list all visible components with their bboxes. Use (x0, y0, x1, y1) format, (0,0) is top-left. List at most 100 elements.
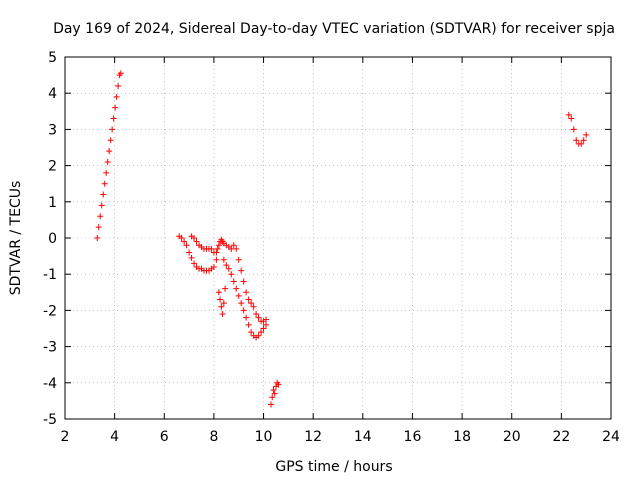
data-point (191, 235, 198, 241)
y-tick-label: 4 (48, 86, 57, 102)
data-point (271, 390, 278, 397)
data-point (110, 115, 117, 122)
y-tick-label: -1 (43, 267, 57, 283)
x-tick-label: 10 (255, 429, 273, 445)
grid (65, 57, 611, 419)
data-point (258, 329, 265, 336)
x-tick-label: 16 (404, 429, 422, 445)
data-point (245, 296, 252, 303)
data-point (100, 191, 107, 198)
data-point (235, 292, 242, 299)
data-point (223, 262, 230, 269)
data-point (210, 263, 217, 270)
data-point (243, 314, 250, 321)
data-point (112, 104, 119, 111)
y-tick-label: 0 (48, 231, 57, 247)
data-point (113, 93, 120, 100)
data-point (104, 158, 111, 165)
data-point (275, 381, 282, 388)
data-point (101, 180, 108, 187)
x-tick-label: 2 (61, 429, 70, 445)
data-point (219, 311, 226, 318)
data-point (570, 126, 577, 133)
y-tick-label: 3 (48, 122, 57, 138)
data-point (578, 140, 585, 147)
data-point (222, 285, 229, 292)
y-axis-label: SDTVAR / TECUs (8, 181, 24, 296)
data-point (565, 111, 572, 118)
data-point (583, 131, 590, 138)
data-point (233, 245, 240, 252)
data-point (243, 289, 250, 296)
y-tick-label: 1 (48, 195, 57, 211)
data-point (263, 321, 270, 328)
y-tick-label: -2 (43, 303, 57, 319)
y-tick-label: 5 (48, 50, 57, 66)
data-point (97, 213, 104, 220)
data-point (255, 314, 262, 321)
data-point (253, 311, 260, 318)
data-point (117, 70, 124, 77)
data-point (260, 325, 267, 332)
data-point (255, 332, 262, 339)
data-point (191, 260, 198, 267)
data-point (98, 202, 105, 209)
data-point (270, 387, 277, 394)
data-point (240, 278, 247, 285)
data-point (178, 235, 185, 241)
data-point (238, 267, 245, 274)
data-point (233, 285, 240, 292)
data-point (215, 242, 222, 249)
data-point (183, 242, 190, 249)
data-point (269, 394, 276, 401)
data-point (267, 401, 274, 408)
chart-title: Day 169 of 2024, Sidereal Day-to-day VTE… (53, 21, 615, 37)
data-point (188, 254, 195, 261)
y-tick-label: -5 (43, 412, 57, 428)
data-point (186, 249, 193, 256)
x-tick-label: 18 (453, 429, 471, 445)
data-point (193, 238, 200, 245)
data-point (213, 256, 220, 263)
y-tick-label: -4 (43, 376, 57, 392)
data-point (181, 238, 188, 245)
x-axis-label: GPS time / hours (275, 459, 392, 475)
data-point (248, 300, 255, 307)
data-point (250, 303, 257, 310)
x-tick-label: 6 (160, 429, 169, 445)
data-points (94, 70, 590, 408)
data-point (225, 265, 232, 272)
data-point (580, 137, 587, 144)
x-tick-label: 24 (602, 429, 620, 445)
data-point (263, 316, 270, 323)
x-tick-label: 20 (503, 429, 521, 445)
data-point (235, 256, 242, 263)
data-point (220, 300, 227, 307)
data-point (115, 82, 122, 89)
y-tick-label: -3 (43, 340, 57, 356)
x-tick-label: 14 (354, 429, 372, 445)
data-point (220, 256, 227, 263)
data-point (238, 300, 245, 307)
data-point (215, 289, 222, 296)
x-tick-label: 8 (209, 429, 218, 445)
y-tick-label: 2 (48, 159, 57, 175)
data-point (95, 224, 102, 231)
data-point (573, 137, 580, 144)
data-point (213, 249, 220, 256)
data-point (245, 321, 252, 328)
x-tick-label: 12 (304, 429, 322, 445)
data-point (217, 296, 224, 303)
data-point (208, 245, 215, 252)
y-axis-ticks: -5 -4 -3 -2 -1 0 1 2 3 4 5 (43, 50, 611, 428)
data-point (230, 278, 237, 285)
x-tick-label: 22 (552, 429, 570, 445)
data-point (106, 148, 113, 155)
data-point (214, 245, 221, 252)
data-point (109, 126, 116, 133)
data-point (230, 242, 237, 249)
data-point (218, 303, 225, 310)
x-tick-label: 4 (110, 429, 119, 445)
data-point (568, 115, 575, 122)
